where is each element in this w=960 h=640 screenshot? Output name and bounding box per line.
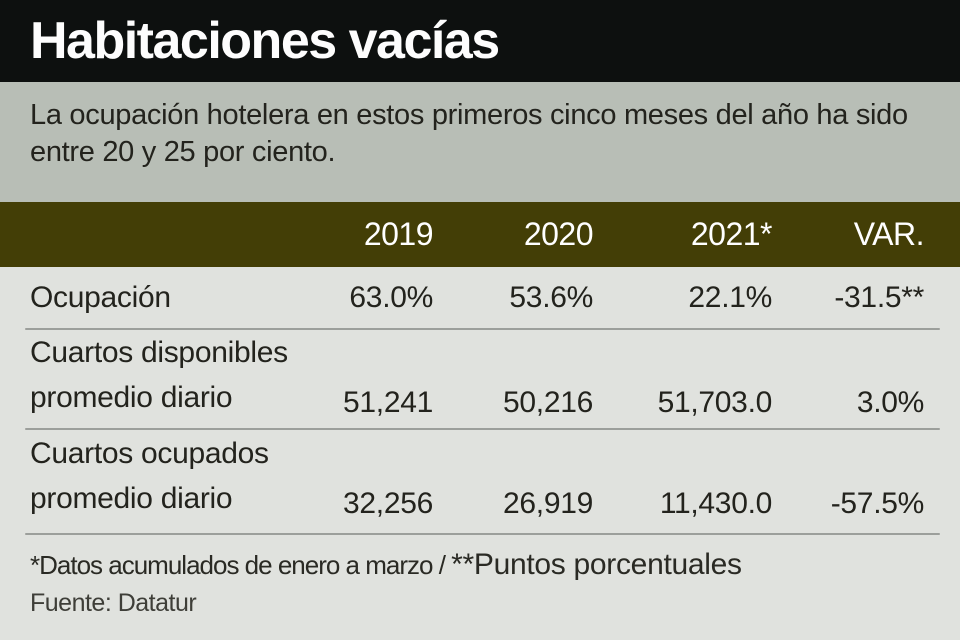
table-row-cuartos-disponibles: Cuartos disponibles promedio diario 51,2… [0, 330, 960, 428]
cell-value: 32,256 [343, 487, 433, 520]
cell-value: -57.5% [830, 487, 925, 520]
cell-value: 51,241 [343, 386, 433, 419]
footnote-percentage-points: **Puntos porcentuales [451, 548, 742, 581]
table-header-row: 2019 2020 2021* VAR. [0, 202, 960, 267]
row-label: Cuartos ocupados promedio diario [30, 431, 333, 521]
subtitle-section: La ocupación hotelera en estos primeros … [0, 82, 960, 202]
cell-value: 53.6% [509, 280, 593, 314]
footer: *Datos acumulados de enero a marzo / **P… [0, 535, 960, 640]
cell-value: 26,919 [503, 487, 593, 520]
column-header-2020: 2020 [523, 216, 594, 252]
cell-value: 51,703.0 [657, 386, 773, 419]
row-divider [25, 428, 940, 430]
table-row-ocupacion: Ocupación 63.0% 53.6% 22.1% -31.5** [0, 267, 960, 328]
row-label: Cuartos disponibles promedio diario [30, 330, 333, 420]
cell-value: 11,430.0 [659, 487, 772, 520]
footnote-accumulated: *Datos acumulados de enero a marzo / [30, 550, 452, 580]
source-credit: Fuente: Datatur [30, 589, 197, 617]
cell-value: 50,216 [503, 386, 593, 419]
page-title: Habitaciones vacías [30, 12, 500, 70]
subtitle-text: La ocupación hotelera en estos primeros … [30, 99, 908, 168]
column-header-2021: 2021* [690, 216, 773, 252]
row-label-line2: promedio diario [30, 482, 233, 515]
row-label-line1: Cuartos disponibles [30, 336, 288, 369]
footer-divider [25, 533, 940, 535]
column-header-var: VAR. [853, 216, 925, 252]
cell-value: 63.0% [349, 280, 433, 314]
column-header-2019: 2019 [363, 216, 434, 252]
footnote: *Datos acumulados de enero a marzo / **P… [30, 548, 940, 582]
table-row-cuartos-ocupados: Cuartos ocupados promedio diario 32,256 … [0, 430, 960, 533]
cell-value: 3.0% [856, 386, 924, 419]
cell-value: -31.5** [834, 280, 924, 314]
row-divider [25, 328, 940, 330]
title-bar: Habitaciones vacías [0, 0, 960, 82]
row-label: Ocupación [30, 275, 333, 320]
row-label-line1: Cuartos ocupados [30, 437, 269, 470]
row-label-line1: Ocupación [30, 281, 171, 314]
row-label-line2: promedio diario [30, 381, 233, 414]
cell-value: 22.1% [688, 280, 772, 314]
